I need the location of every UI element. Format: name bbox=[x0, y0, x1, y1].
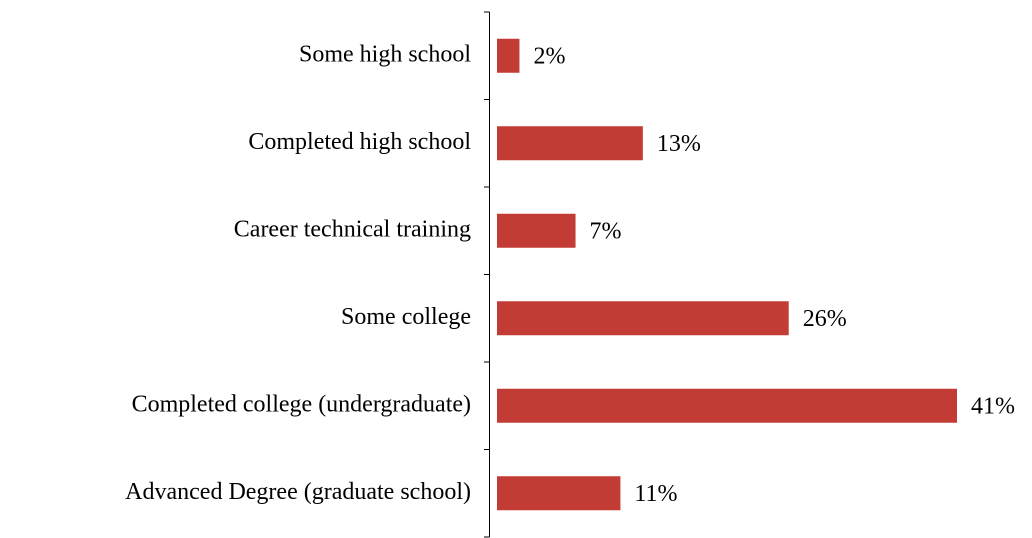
data-label: 13% bbox=[657, 131, 701, 157]
bar bbox=[497, 213, 576, 248]
bar bbox=[497, 126, 643, 161]
category-label: Some college bbox=[341, 304, 471, 330]
bar bbox=[497, 476, 621, 511]
bar bbox=[497, 388, 957, 423]
data-label: 7% bbox=[590, 218, 622, 244]
data-label: 2% bbox=[533, 43, 565, 69]
category-label: Some high school bbox=[299, 41, 471, 67]
category-label: Career technical training bbox=[234, 216, 471, 242]
data-label: 26% bbox=[803, 306, 847, 332]
bar bbox=[497, 301, 789, 336]
category-label: Completed college (undergraduate) bbox=[132, 391, 471, 417]
data-label: 11% bbox=[634, 481, 677, 507]
category-label: Advanced Degree (graduate school) bbox=[125, 479, 471, 505]
bar bbox=[497, 38, 520, 73]
data-label: 41% bbox=[971, 393, 1015, 419]
category-label: Completed high school bbox=[248, 129, 471, 155]
